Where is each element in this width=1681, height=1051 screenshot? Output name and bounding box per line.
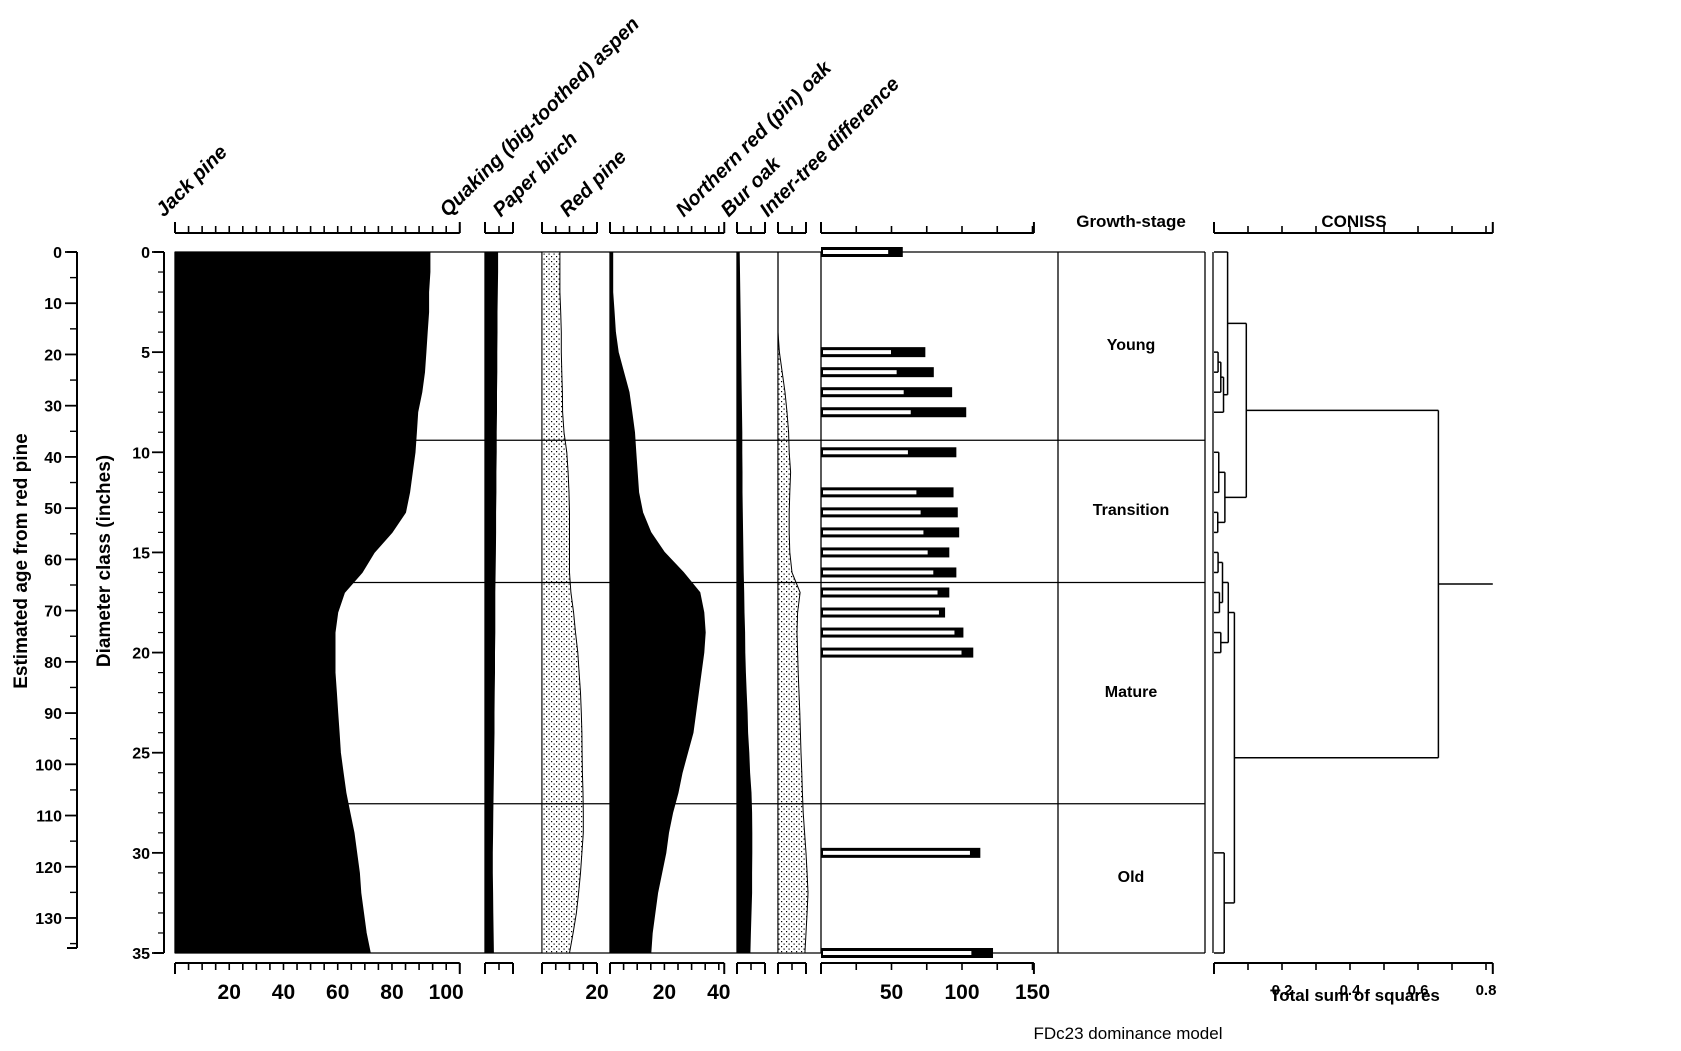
bar-white-d14 bbox=[822, 529, 925, 536]
svg-text:40: 40 bbox=[44, 450, 62, 467]
svg-text:20: 20 bbox=[218, 981, 241, 1004]
silhouette-red-pine bbox=[609, 251, 706, 954]
svg-text:0: 0 bbox=[141, 245, 150, 262]
zone-label-mature: Mature bbox=[1104, 684, 1158, 702]
svg-text:35: 35 bbox=[132, 946, 150, 963]
svg-text:130: 130 bbox=[35, 911, 62, 928]
silhouette-bur-oak bbox=[777, 252, 809, 954]
svg-text:25: 25 bbox=[132, 746, 150, 763]
silhouette-northern-red-pin-oak bbox=[736, 251, 753, 954]
age-axis-title: Estimated age from red pine bbox=[11, 433, 32, 689]
bar-white-d16 bbox=[822, 569, 935, 576]
bar-white-d35 bbox=[822, 950, 973, 956]
silhouette-jack-pine bbox=[174, 251, 431, 954]
bar-white-d0 bbox=[822, 249, 890, 255]
svg-text:80: 80 bbox=[44, 655, 62, 672]
silhouette-quaking-big-toothed-aspen bbox=[484, 251, 499, 954]
zone-label-transition: Transition bbox=[1092, 502, 1170, 520]
svg-text:10: 10 bbox=[132, 445, 150, 462]
svg-text:0.8: 0.8 bbox=[1476, 982, 1497, 999]
coniss-dendrogram bbox=[1214, 251, 1493, 954]
svg-text:0.6: 0.6 bbox=[1408, 982, 1429, 999]
svg-text:60: 60 bbox=[326, 981, 349, 1004]
svg-text:40: 40 bbox=[272, 981, 295, 1004]
bar-white-d15 bbox=[822, 549, 929, 556]
diameter-axis-title: Diameter class (inches) bbox=[94, 454, 115, 668]
zone-label-young: Young bbox=[1106, 337, 1156, 355]
coniss-axis-title: Total sum of squares bbox=[1270, 986, 1440, 1005]
zone-lines bbox=[175, 439, 1205, 805]
svg-text:0.4: 0.4 bbox=[1340, 982, 1362, 999]
svg-text:20: 20 bbox=[132, 646, 150, 663]
svg-text:5: 5 bbox=[141, 345, 150, 362]
svg-text:150: 150 bbox=[1015, 981, 1050, 1004]
svg-text:90: 90 bbox=[44, 706, 62, 723]
bar-white-d20 bbox=[822, 649, 963, 656]
svg-text:10: 10 bbox=[44, 296, 62, 313]
bar-white-d17 bbox=[822, 589, 939, 596]
svg-text:60: 60 bbox=[44, 552, 62, 569]
svg-text:80: 80 bbox=[380, 981, 403, 1004]
species-silhouettes bbox=[174, 251, 809, 954]
intertree-bars bbox=[821, 247, 994, 958]
svg-text:100: 100 bbox=[429, 981, 464, 1004]
chart-caption: FDc23 dominance model bbox=[1033, 1024, 1223, 1043]
bar-white-d19 bbox=[822, 629, 956, 636]
axes: 20 40 60 80 100 20 20 40 50 100 150 0.2 0.4 0.6 0.8010… bbox=[35, 222, 1496, 1004]
svg-text:20: 20 bbox=[44, 347, 62, 364]
svg-text:0: 0 bbox=[53, 245, 62, 262]
bar-white-d12 bbox=[822, 489, 918, 496]
bar-white-d30 bbox=[822, 849, 971, 856]
silhouette-paper-birch bbox=[541, 251, 584, 954]
coniss-header: CONISS bbox=[1321, 212, 1387, 231]
svg-text:15: 15 bbox=[132, 545, 150, 562]
bar-white-d10 bbox=[822, 449, 909, 456]
svg-text:0.2: 0.2 bbox=[1272, 982, 1293, 999]
svg-text:20: 20 bbox=[585, 981, 608, 1004]
svg-text:100: 100 bbox=[944, 981, 979, 1004]
bar-white-d5 bbox=[822, 349, 892, 356]
svg-text:20: 20 bbox=[653, 981, 676, 1004]
growth-stage-header: Growth-stage bbox=[1076, 212, 1186, 231]
bar-white-d7 bbox=[822, 389, 905, 396]
svg-text:110: 110 bbox=[36, 809, 62, 826]
svg-text:120: 120 bbox=[35, 860, 62, 877]
svg-text:30: 30 bbox=[44, 399, 62, 416]
svg-text:50: 50 bbox=[880, 981, 903, 1004]
bar-white-d13 bbox=[822, 509, 922, 516]
bar-white-d18 bbox=[822, 609, 940, 616]
svg-text:30: 30 bbox=[132, 846, 150, 863]
svg-text:70: 70 bbox=[44, 604, 62, 621]
bar-white-d6 bbox=[822, 369, 898, 376]
bar-white-d8 bbox=[822, 409, 912, 416]
svg-text:40: 40 bbox=[707, 981, 730, 1004]
zone-label-old: Old bbox=[1117, 869, 1145, 887]
svg-text:50: 50 bbox=[44, 501, 62, 518]
svg-text:100: 100 bbox=[35, 757, 62, 774]
